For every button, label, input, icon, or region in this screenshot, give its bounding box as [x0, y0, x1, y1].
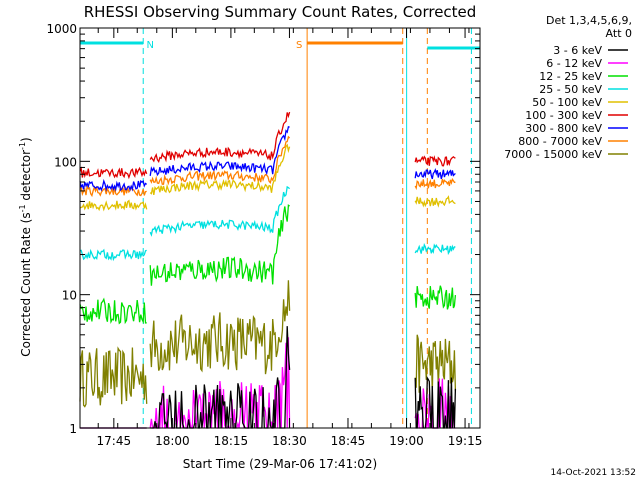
y-tick-label-0: 1 [69, 422, 77, 436]
series-4-segment-2 [414, 195, 456, 208]
y-label-sup1: -1 [18, 204, 27, 212]
legend-label-6: 300 - 800 keV [525, 122, 602, 135]
series-2-segment-1 [149, 204, 290, 286]
legend-header-line1: Det 1,3,4,5,6,9, [546, 14, 632, 27]
x-axis-label: Start Time (29-Mar-06 17:41:02) [183, 457, 377, 471]
x-tick-label-3: 18:30 [272, 434, 307, 448]
series-6-segment-2 [414, 168, 456, 180]
series-2-segment-0 [79, 297, 147, 325]
plot-frame [79, 27, 481, 429]
series-3-segment-2 [414, 242, 456, 256]
x-tick-label-6: 19:15 [448, 434, 483, 448]
legend-label-8: 7000 - 15000 keV [504, 148, 602, 161]
y-tick-label-1: 10 [62, 289, 77, 303]
x-tick-label-2: 18:15 [214, 434, 249, 448]
legend-label-7: 800 - 7000 keV [518, 135, 602, 148]
y-label-part2: detector [19, 150, 33, 205]
x-tick-label-4: 18:45 [331, 434, 366, 448]
annotation-1-label: S [296, 40, 302, 51]
series-6-segment-0 [79, 178, 148, 192]
series-7-segment-0 [79, 184, 147, 198]
y-label-part1: Corrected Count Rate (s [19, 212, 33, 356]
y-axis-label: Corrected Count Rate (s-1 detector-1) [18, 137, 33, 356]
x-tick-label-1: 18:00 [155, 434, 190, 448]
series-8-segment-0 [79, 346, 148, 408]
legend-header-line2: Att 0 [606, 27, 632, 40]
legend-label-2: 12 - 25 keV [539, 70, 602, 83]
series-8-segment-2 [414, 334, 457, 393]
y-label-part3: ) [19, 137, 33, 142]
y-tick-label-2: 100 [54, 155, 77, 169]
series-5-segment-1 [149, 111, 291, 163]
series-0-segment-1 [150, 326, 291, 429]
legend-label-5: 100 - 300 keV [525, 109, 602, 122]
series-4-segment-1 [149, 143, 291, 196]
series-6-segment-1 [149, 126, 290, 177]
annotation-0-label: N [146, 40, 153, 51]
series-3-segment-0 [79, 248, 147, 262]
chart-title: RHESSI Observing Summary Count Rates, Co… [84, 3, 477, 21]
series-8-segment-1 [149, 280, 291, 375]
tick-labels: 1 10 100 1000 17:45 18:00 18:15 18:30 18:45 19:00… [46, 22, 482, 448]
y-label-sup2: -1 [18, 142, 27, 150]
series-5-segment-0 [79, 166, 148, 180]
series-3-segment-1 [149, 185, 291, 237]
series-4-segment-0 [79, 199, 148, 212]
legend-label-0: 3 - 6 keV [553, 44, 602, 57]
legend-label-1: 6 - 12 keV [546, 57, 602, 70]
footer-date: 14-Oct-2021 13:52 [551, 468, 636, 478]
series-7-segment-1 [149, 135, 291, 186]
legend-label-4: 50 - 100 keV [532, 96, 602, 109]
series-2-segment-2 [414, 285, 457, 310]
legend-label-3: 25 - 50 keV [539, 83, 602, 96]
series-5-segment-2 [414, 155, 456, 167]
y-tick-label-3: 1000 [46, 22, 77, 36]
x-tick-label-5: 19:00 [389, 434, 424, 448]
series-0-segment-2 [414, 375, 457, 429]
plot-axes [79, 27, 481, 429]
x-tick-label-0: 17:45 [97, 434, 132, 448]
series-7-segment-2 [414, 177, 456, 191]
